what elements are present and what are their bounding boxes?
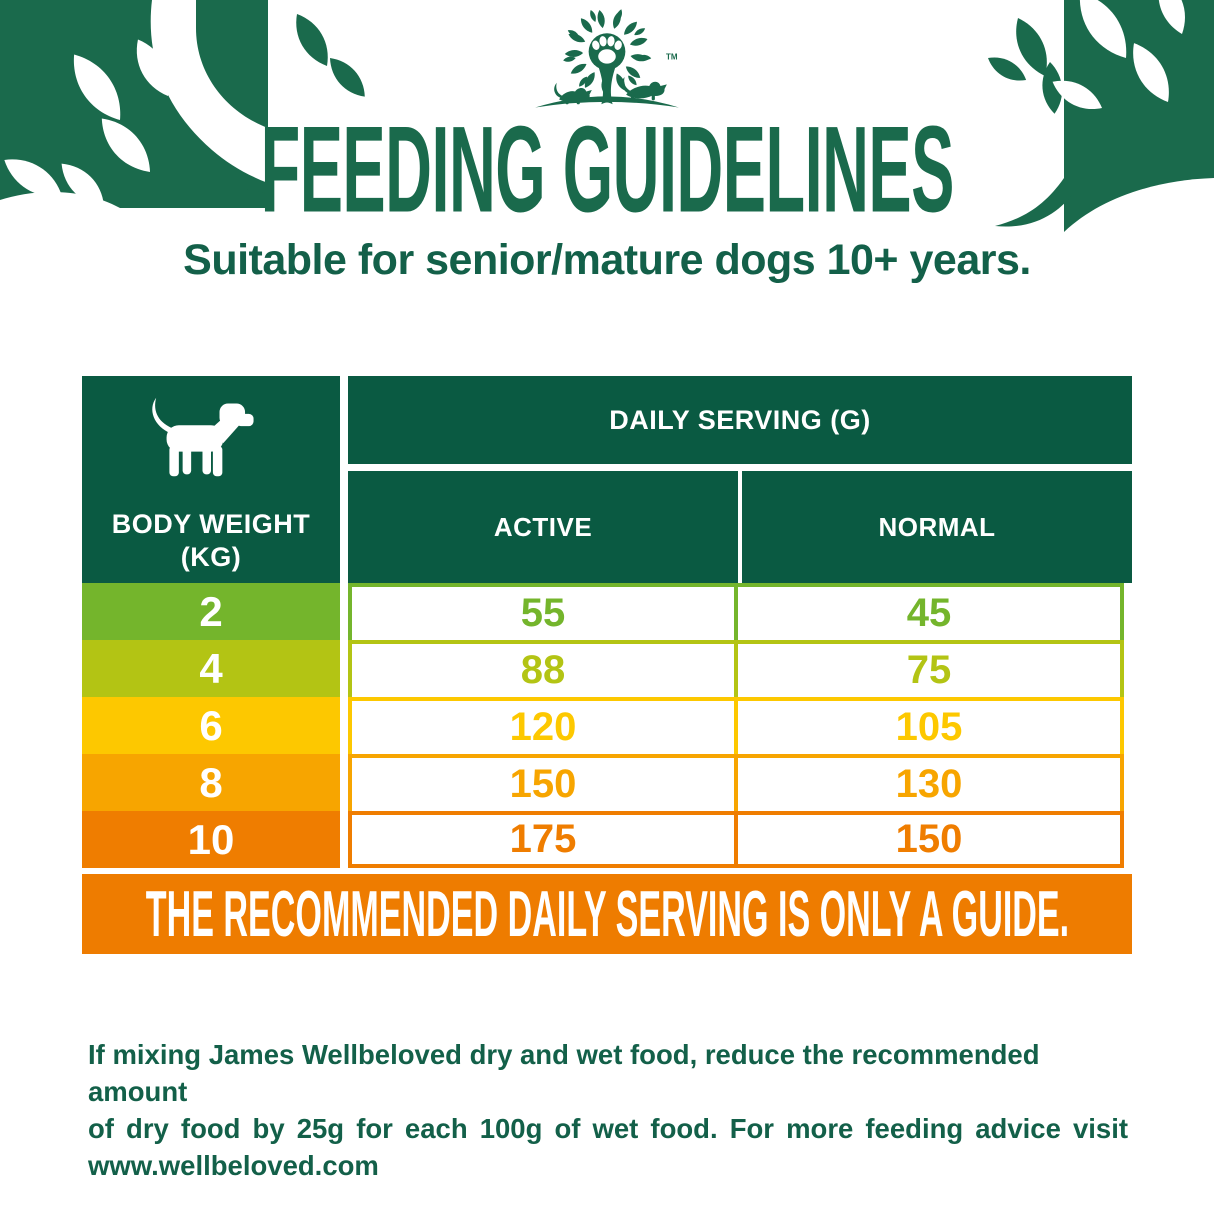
body-weight-cell: 4: [82, 640, 340, 697]
body-weight-cell: 10: [82, 811, 340, 868]
table-body: 2 55 45 4 88 75 6 120 105 8 150 130 10 1: [82, 583, 1132, 868]
body-weight-label: BODY WEIGHT (KG): [111, 509, 311, 572]
table-header: BODY WEIGHT (KG) DAILY SERVING (G) ACTIV…: [82, 376, 1132, 583]
page-title: FEEDING GUIDELINES: [260, 101, 954, 239]
logo-cat-tail: [554, 82, 564, 98]
leaf-branch-decoration-left: [0, 0, 373, 214]
normal-serving-cell: 130: [734, 754, 1124, 811]
active-serving-cell: 150: [348, 754, 738, 811]
guide-banner: THE RECOMMENDED DAILY SERVING IS ONLY A …: [82, 874, 1132, 954]
logo-tm-mark: TM: [666, 53, 678, 62]
normal-serving-cell: 150: [734, 811, 1124, 868]
footer-website-url: www.wellbeloved.com: [88, 1150, 379, 1181]
daily-serving-header: DAILY SERVING (G): [348, 376, 1132, 464]
body-weight-cell: 6: [82, 697, 340, 754]
footer-note: If mixing James Wellbeloved dry and wet …: [88, 1036, 1128, 1184]
column-header-active: ACTIVE: [348, 471, 738, 583]
feeding-table: BODY WEIGHT (KG) DAILY SERVING (G) ACTIV…: [82, 376, 1132, 954]
active-serving-cell: 55: [348, 583, 738, 640]
active-serving-cell: 120: [348, 697, 738, 754]
table-row: 2 55 45: [82, 583, 1132, 640]
tree-paw-cat-dog-logo: TM: [535, 8, 679, 108]
table-row: 10 175 150: [82, 811, 1132, 868]
normal-serving-cell: 45: [734, 583, 1124, 640]
dog-silhouette-icon: [136, 390, 286, 502]
footer-line: If mixing James Wellbeloved dry and wet …: [88, 1039, 1040, 1107]
column-header-normal: NORMAL: [742, 471, 1132, 583]
logo-dog-tail: [621, 77, 632, 94]
body-weight-cell: 2: [82, 583, 340, 640]
active-serving-cell: 88: [348, 640, 738, 697]
footer-line: of dry food by 25g for each 100g of wet …: [88, 1113, 1128, 1144]
normal-serving-cell: 105: [734, 697, 1124, 754]
normal-serving-cell: 75: [734, 640, 1124, 697]
body-weight-header-cell: BODY WEIGHT (KG): [82, 376, 340, 583]
table-row: 8 150 130: [82, 754, 1132, 811]
leaf-branch-decoration-right: [983, 0, 1214, 232]
table-row: 6 120 105: [82, 697, 1132, 754]
active-serving-cell: 175: [348, 811, 738, 868]
body-weight-cell: 8: [82, 754, 340, 811]
logo-dog: [626, 81, 667, 99]
paw-print-icon: [592, 36, 622, 64]
page-subtitle: Suitable for senior/mature dogs 10+ year…: [183, 236, 1031, 284]
table-row: 4 88 75: [82, 640, 1132, 697]
